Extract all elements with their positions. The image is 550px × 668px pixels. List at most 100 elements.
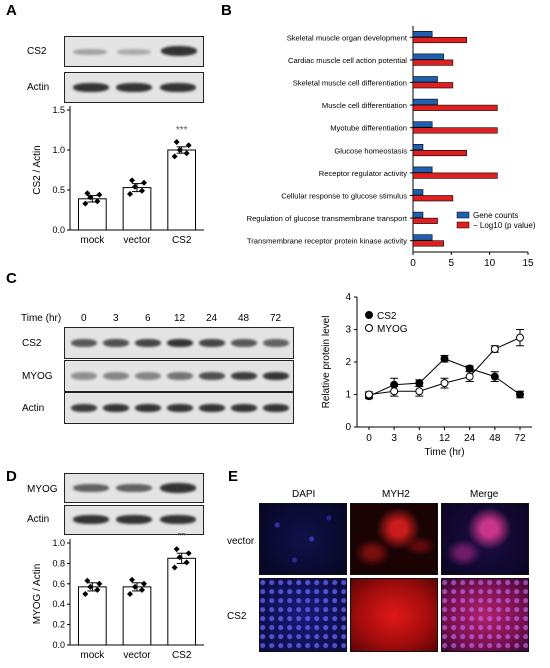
chart-a-data-point [82,200,89,207]
western-blot-actin-time [64,392,294,424]
chart-b-bar [412,217,438,224]
chart-b-bar [412,195,454,202]
panel-a-letter: A [6,2,17,19]
time-point-label: 0 [81,313,87,324]
row-label-vector: vector [227,536,255,547]
chart-d-data-point [94,586,101,593]
chart-c-y-tick-label: 3 [345,325,351,336]
micrograph-cs2-dapi [259,578,347,652]
chart-d-data-point [139,586,145,593]
time-point-label: 3 [113,313,119,324]
chart-c-data-point [465,372,474,381]
chart-d-x-tick-label: mock [80,650,105,661]
western-blot-myog-time [64,360,294,392]
chart-c-y-tick-label: 4 [345,292,351,303]
chart-b-x-tick-label: 10 [484,258,496,269]
blot-band [263,404,289,412]
chart-d: 0.0 0.2 0.4 0.6 0.8 1.0 mock vector CS2 ** MYOG / … [32,533,204,661]
blot-band [135,372,161,380]
chart-d-data-point [183,559,190,566]
chart-d-bar [167,557,197,646]
chart-b-x-tick-label: 15 [522,258,534,269]
chart-c-x-tick-label: 0 [366,433,372,444]
chart-a-data-point [173,139,180,145]
blot-band [167,404,193,412]
chart-d-data-point [171,564,178,571]
western-blot-actin-d [64,505,204,535]
chart-b-bar [412,36,467,44]
chart-b-category-label: Cellular response to glucose stimulus [281,192,407,201]
time-point-label: 48 [238,313,250,324]
micrograph-vector-merge [441,503,529,575]
chart-a-data-point [87,194,94,201]
chart-a-x-tick-label: mock [80,235,105,246]
chart-d-data-point [96,580,103,587]
chart-a-y-tick-label: 0.0 [52,225,65,235]
panel-d-letter: D [6,468,17,485]
chart-b-x-tick-label: 5 [449,258,455,269]
chart-c-data-point [516,333,524,342]
chart-b-category-label: Glucose homeostasis [334,146,407,155]
time-point-label: 24 [206,313,218,324]
panel-c-letter: C [6,270,17,287]
chart-a: 0.0 0.5 1.0 1.5 mock vector CS2 *** CS2 / Actin [32,105,204,246]
blot-band [71,339,97,347]
chart-d-data-point [185,550,192,557]
time-point-label: 6 [145,313,151,324]
chart-d-data-point [127,591,133,597]
blot-band [71,372,97,380]
chart-c-x-tick-label: 12 [439,433,451,444]
chart-b-category-label: Regulation of glucose transmembrane tran… [247,214,408,223]
chart-b-bar [412,98,438,105]
blot-band [135,404,161,412]
chart-a-data-point [141,179,147,186]
chart-a-data-point [96,191,103,198]
chart-a-data-point [176,147,183,153]
chart-b-x-tick-label: 0 [410,258,416,269]
chart-c-y-label: Relative protein level [321,316,332,409]
blot-band [103,404,129,412]
blot-band [231,372,257,380]
chart-c-data-point [390,387,399,396]
chart-c-data-point [440,354,449,363]
chart-b-bar [412,172,498,179]
western-blot-cs2-time [64,327,294,359]
chart-b-category-label: Myotube differentiation [330,124,407,133]
chart-a-data-point [185,142,192,149]
chart-c-x-tick-label: 6 [417,433,423,444]
chart-d-x-tick-label: vector [123,650,151,661]
micrograph-cs2-myh2 [350,578,438,652]
chart-d-data-point [84,577,91,584]
chart-c-data-point [440,379,449,388]
chart-d-y-tick-label: 1.0 [52,538,65,548]
chart-c-y-tick-label: 0 [345,422,351,433]
chart-c-data-point [465,364,474,373]
chart-a-y-label: CS2 / Actin [32,145,43,194]
chart-b-bar [412,211,424,218]
chart-b-bar [412,166,433,173]
chart-b-bar [412,82,454,89]
chart-b-legend-swatch [456,211,470,219]
blot-band [103,372,129,380]
chart-a-data-point [84,190,91,197]
western-blot-myog [64,473,204,503]
blot-label-cs2: CS2 [27,46,47,57]
chart-b-bar [412,59,454,66]
chart-a-data-point [183,150,190,157]
chart-a-y-tick-label: 0.5 [52,185,65,195]
chart-b-bar [412,76,438,83]
chart-d-y-tick-label: 0.2 [52,620,65,630]
micrograph-vector-myh2 [350,503,438,575]
chart-b-bar [412,31,433,38]
chart-b-bar [412,53,444,60]
chart-b-bar [412,104,498,111]
chart-c-y-tick-label: 1 [345,390,351,401]
chart-b-category-label: Skeletal muscle organ development [287,33,408,42]
chart-a-data-point [132,183,138,190]
chart-d-data-point [141,580,147,587]
chart-a-x-tick-label: vector [123,235,151,246]
chart-c-y-tick-label: 2 [345,357,351,368]
chart-b-bar [412,240,444,247]
micrograph-cs2-merge [441,578,529,652]
